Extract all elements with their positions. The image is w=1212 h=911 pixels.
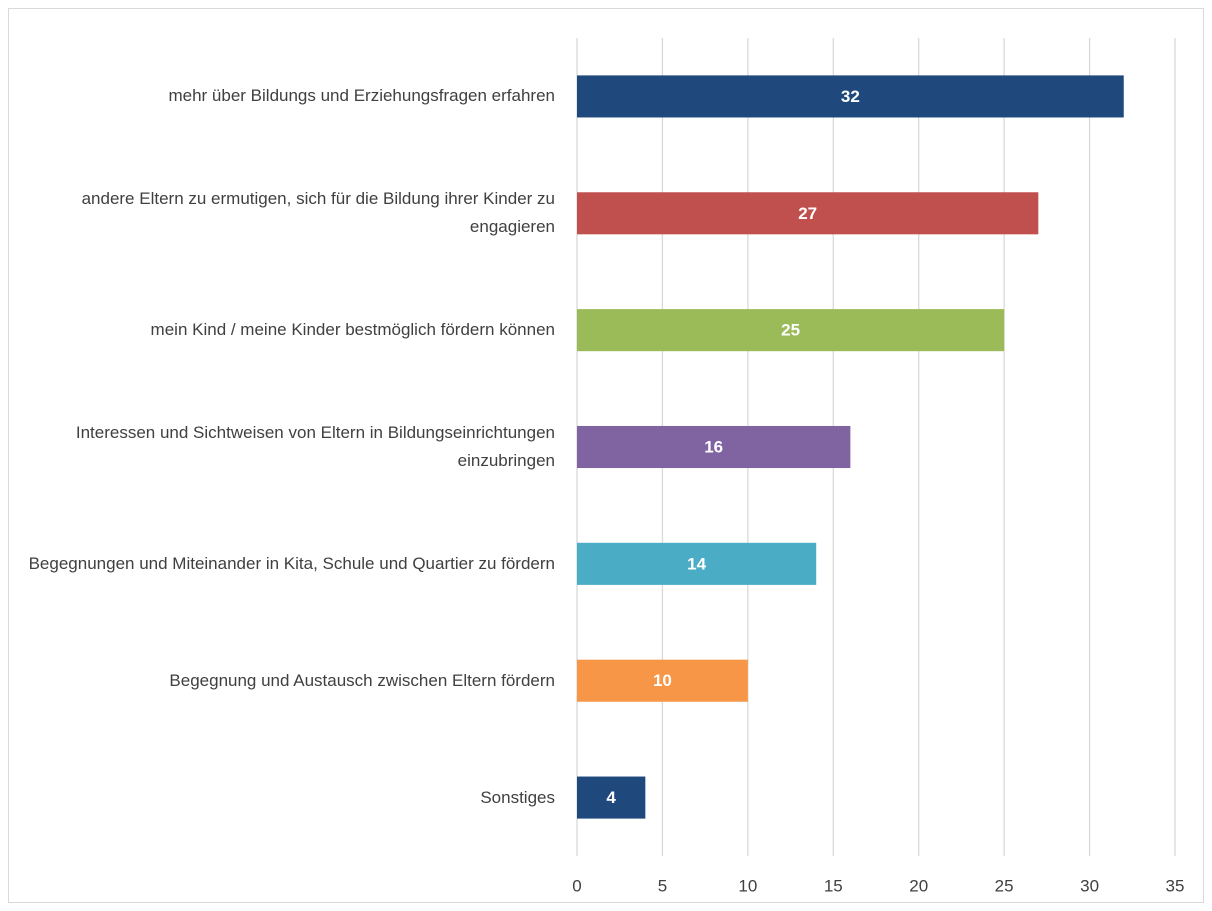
bar	[577, 659, 748, 702]
x-tick-label: 25	[995, 876, 1014, 895]
category-label-box: Begegnungen und Miteinander in Kita, Sch…	[28, 553, 555, 573]
data-label: 4	[606, 788, 616, 807]
category-label-box: andere Eltern zu ermutigen, sich für die…	[81, 189, 555, 237]
bar	[577, 425, 851, 469]
data-label: 25	[781, 321, 800, 340]
bar	[577, 192, 1039, 235]
x-tick-label: 10	[738, 876, 757, 895]
data-label: 10	[653, 671, 672, 690]
x-tick-label: 30	[1080, 876, 1099, 895]
data-label: 27	[798, 204, 817, 223]
bar	[577, 75, 1124, 118]
x-tick-label: 15	[824, 876, 843, 895]
y-tick-label: andere Eltern zu ermutigen, sich für die…	[81, 189, 555, 237]
bar	[577, 776, 646, 819]
y-tick-label: mein Kind / meine Kinder bestmöglich för…	[150, 320, 555, 340]
category-label-box: Sonstiges	[480, 787, 555, 807]
y-tick-label: Sonstiges	[480, 787, 555, 807]
x-tick-label: 35	[1166, 876, 1185, 895]
category-label-box: Begegnung und Austausch zwischen Eltern …	[169, 670, 555, 690]
category-label-box: mein Kind / meine Kinder bestmöglich för…	[150, 320, 555, 340]
bar	[577, 309, 1005, 352]
category-label-box: mehr über Bildungs und Erziehungsfragen …	[168, 86, 555, 106]
y-tick-label: mehr über Bildungs und Erziehungsfragen …	[168, 86, 555, 106]
y-tick-label: Begegnung und Austausch zwischen Eltern …	[169, 670, 555, 690]
bar	[577, 542, 817, 585]
category-label-box: Interessen und Sichtweisen von Eltern in…	[75, 423, 555, 470]
y-tick-label: Interessen und Sichtweisen von Eltern in…	[75, 423, 555, 470]
x-tick-label: 5	[658, 876, 667, 895]
x-tick-label: 20	[909, 876, 928, 895]
data-label: 14	[687, 554, 706, 573]
data-label: 16	[704, 437, 723, 456]
y-tick-label: Begegnungen und Miteinander in Kita, Sch…	[28, 553, 555, 573]
data-label: 32	[841, 87, 860, 106]
x-tick-label: 0	[572, 876, 581, 895]
